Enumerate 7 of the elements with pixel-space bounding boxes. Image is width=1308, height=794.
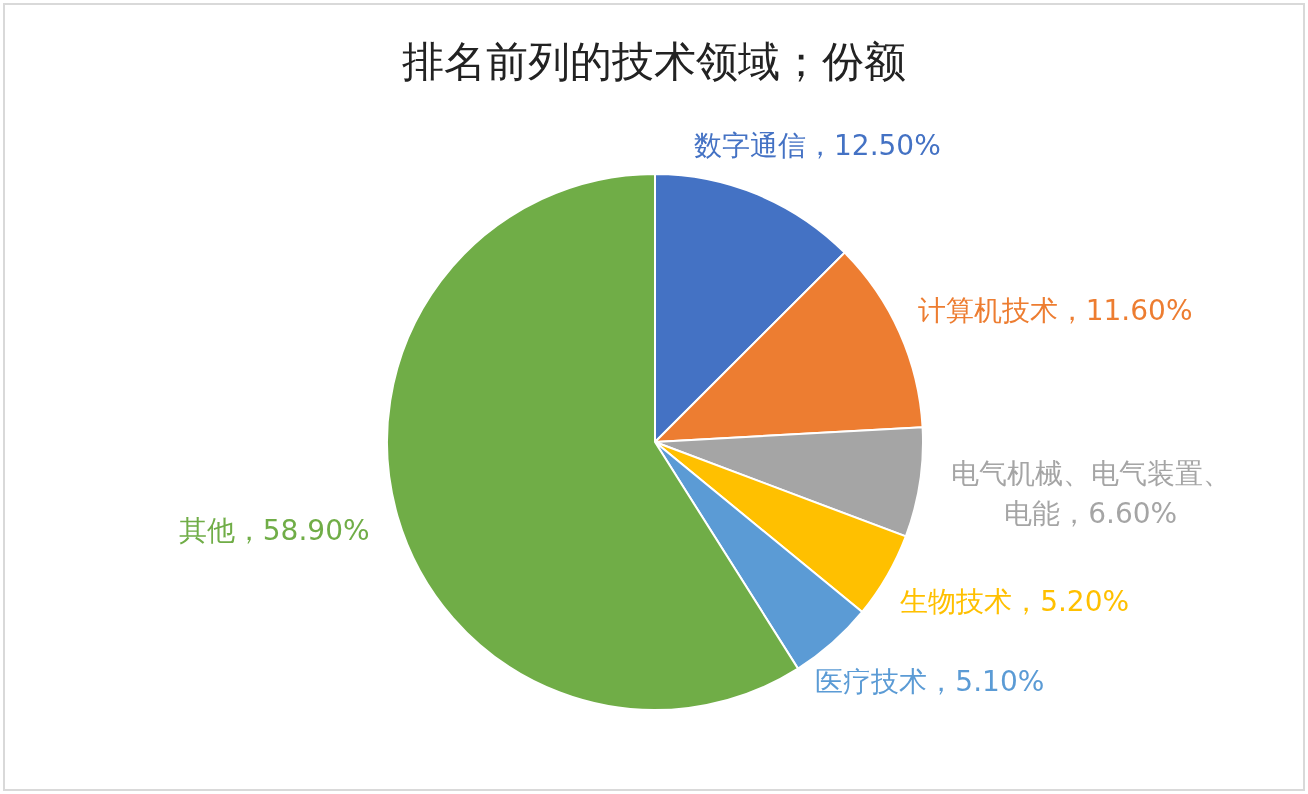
slice-label: 计算机技术，11.60% <box>917 293 1193 330</box>
slice-label: 医疗技术，5.10% <box>815 664 1045 701</box>
slice-label: 其他，58.90% <box>178 513 370 550</box>
chart-title: 排名前列的技术领域；份额 <box>402 37 906 86</box>
slice-label: 数字通信，12.50% <box>694 127 941 164</box>
slice-label: 电气机械、电气装置、电能，6.60% <box>950 455 1231 532</box>
slice-label: 生物技术，5.20% <box>900 584 1130 621</box>
